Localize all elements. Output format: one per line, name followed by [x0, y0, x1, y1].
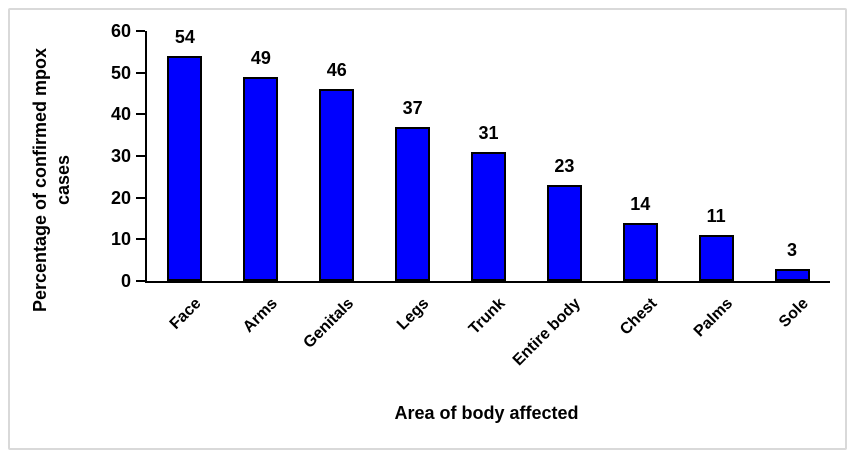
- y-axis-tick-label: 60: [110, 21, 131, 41]
- y-axis-tick: [136, 71, 145, 74]
- bar: [698, 235, 734, 281]
- bar-value-label: 54: [174, 27, 195, 47]
- bar: [774, 268, 810, 281]
- x-axis-title: Area of body affected: [394, 403, 579, 423]
- bar: [471, 151, 506, 281]
- bar: [167, 56, 203, 281]
- y-axis-tick: [136, 196, 145, 199]
- y-axis-tick-label: 0: [120, 271, 131, 291]
- bar-value-label: 11: [706, 206, 726, 227]
- bar: [319, 89, 355, 281]
- bar-value-label: 49: [250, 47, 271, 68]
- bar: [622, 222, 658, 281]
- y-axis-tick: [136, 280, 145, 282]
- y-axis-title: Percentage of confirmed mpox cases: [29, 10, 75, 350]
- plot-area: 0 10 20 30 40 50 60 54 Face 49 Arms 46 Genitals 37 Leg…: [111, 21, 830, 369]
- y-axis-tick: [136, 155, 145, 157]
- y-axis-tick-label: 20: [110, 187, 131, 208]
- y-axis-title-line1: Percentage of confirmed mpox: [30, 47, 50, 313]
- bar: [243, 76, 279, 281]
- y-axis-tick-label: 40: [110, 104, 131, 125]
- y-axis-tick-label: 50: [110, 62, 131, 83]
- y-axis-tick: [136, 30, 145, 32]
- y-axis-tick: [136, 113, 145, 116]
- y-axis-tick-label: 30: [110, 146, 131, 166]
- bar: [395, 126, 431, 281]
- y-axis-tick: [136, 238, 145, 241]
- bar-value-label: 3: [787, 239, 798, 260]
- bar-value-label: 23: [554, 156, 575, 177]
- bar-value-label: 46: [326, 60, 347, 81]
- bar-value-label: 31: [478, 122, 499, 143]
- y-axis-title-line2: cases: [53, 154, 73, 206]
- bar: [546, 185, 582, 281]
- y-axis-tick-label: 10: [110, 229, 131, 250]
- bar-value-label: 14: [630, 193, 651, 214]
- bar-value-label: 37: [402, 97, 423, 118]
